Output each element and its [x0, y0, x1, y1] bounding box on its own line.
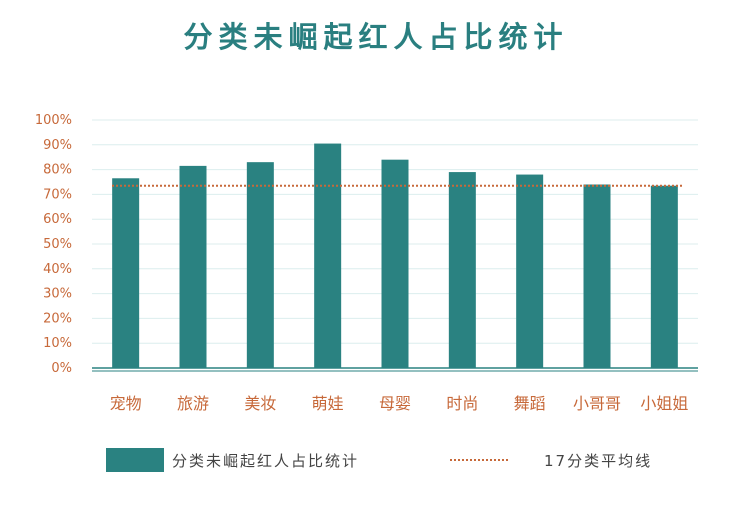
- bar: [448, 172, 476, 368]
- y-tick-label: 10%: [43, 336, 72, 351]
- x-axis: 宠物 旅游 美妆 萌娃 母婴 时尚 舞蹈 小哥哥 小姐姐: [110, 394, 689, 413]
- bar: [112, 178, 140, 368]
- legend-swatch-bar: [106, 448, 164, 472]
- y-tick-label: 60%: [43, 212, 72, 227]
- x-tick-label: 美妆: [244, 394, 276, 413]
- bar-series: [112, 143, 678, 368]
- y-tick-label: 40%: [43, 262, 72, 277]
- y-tick-label: 20%: [43, 311, 72, 326]
- bar: [516, 174, 544, 368]
- legend: 分类未崛起红人占比统计 17分类平均线: [106, 448, 652, 472]
- chart-title: 分类未崛起红人占比统计: [183, 20, 569, 54]
- y-tick-label: 80%: [43, 163, 72, 178]
- x-tick-label: 宠物: [110, 394, 142, 413]
- y-tick-label: 30%: [43, 287, 72, 302]
- y-tick-label: 50%: [43, 237, 72, 252]
- y-axis: 0% 10% 20% 30% 40% 50% 60% 70% 80% 90% 100%: [35, 113, 72, 376]
- x-tick-label: 小姐姐: [640, 394, 688, 413]
- y-tick-label: 70%: [43, 187, 72, 202]
- y-tick-label: 90%: [43, 138, 72, 153]
- bar: [246, 162, 274, 368]
- legend-label-average: 17分类平均线: [544, 452, 652, 470]
- x-tick-label: 舞蹈: [514, 394, 546, 413]
- bar: [583, 184, 611, 368]
- x-tick-label: 小哥哥: [573, 394, 621, 413]
- x-tick-label: 母婴: [379, 394, 411, 413]
- x-tick-label: 旅游: [177, 394, 209, 413]
- bar: [381, 159, 409, 368]
- legend-label-bar: 分类未崛起红人占比统计: [172, 452, 359, 470]
- bar: [650, 185, 678, 368]
- bar: [314, 143, 342, 368]
- x-tick-label: 时尚: [446, 394, 478, 413]
- bar: [179, 165, 207, 368]
- x-tick-label: 萌娃: [312, 394, 344, 413]
- y-tick-label: 0%: [51, 361, 72, 376]
- y-tick-label: 100%: [35, 113, 72, 128]
